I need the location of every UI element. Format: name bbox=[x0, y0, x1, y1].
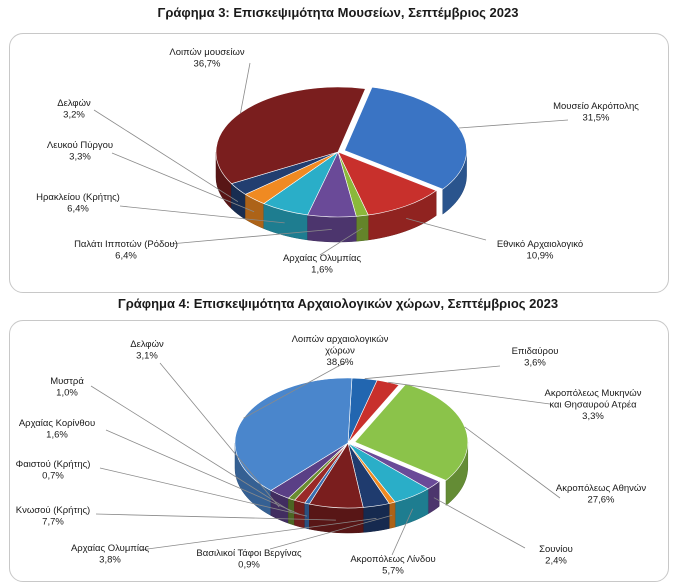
pie2-label-10: Μυστρά 1,0% bbox=[50, 376, 84, 399]
pie2-label-9: Αρχαίας Κορίνθου 1,6% bbox=[19, 418, 95, 441]
pie2-label-12: Λοιπών αρχαιολογικών χώρων 38,6% bbox=[292, 334, 389, 368]
pie1-label-1: Εθνικό Αρχαιολογικό 10,9% bbox=[497, 239, 583, 262]
pie2-label-11: Δελφών 3,1% bbox=[130, 339, 164, 362]
pie1-leader-line-3 bbox=[169, 229, 332, 245]
pie2-leader-line-2 bbox=[464, 426, 561, 499]
pie1-leader-line-1 bbox=[406, 218, 487, 241]
pie2-leader-line-0 bbox=[364, 365, 501, 380]
pie1-slice-7 bbox=[215, 86, 366, 184]
pie2-leader-line-10 bbox=[90, 385, 292, 513]
pie2-label-1: Ακροπόλεως Μυκηνών και Θησαυρού Ατρέα 3,3% bbox=[545, 388, 642, 422]
pie-chart-1: Μουσείο Ακρόπολης 31,5% Εθνικό Αρχαιολογικ… bbox=[36, 47, 639, 276]
pie1-label-0: Μουσείο Ακρόπολης 31,5% bbox=[553, 101, 639, 124]
pie1-leader-line-0 bbox=[458, 119, 569, 129]
chart1-title: Γράφημα 3: Επισκεψιμότητα Μουσείων, Σεπτ… bbox=[157, 5, 519, 20]
pie1-label-6: Δελφών 3,2% bbox=[57, 98, 91, 121]
chart2-title: Γράφημα 4: Επισκεψιμότητα Αρχαιολογικών … bbox=[117, 296, 559, 311]
pie1-label-7: Λοιπών μουσείων 36,7% bbox=[169, 47, 245, 70]
pie1-leader-line-5 bbox=[111, 152, 255, 213]
pie2-label-5: Βασιλικοί Τάφοι Βεργίνας 0,9% bbox=[196, 548, 302, 571]
pie2-leader-line-1 bbox=[388, 381, 551, 405]
pie1-leader-line-4 bbox=[119, 205, 285, 224]
pie-chart-2: Επιδαύρου 3,6% Ακροπόλεως Μυκηνών και Θησαυ… bbox=[16, 334, 647, 577]
pie2-label-6: Αρχαίας Ολυμπίας 3,8% bbox=[71, 543, 150, 566]
pie2-slice-side-7 bbox=[309, 503, 364, 534]
pie2-leader-line-5 bbox=[269, 514, 393, 550]
pie2-leader-line-9 bbox=[105, 429, 300, 515]
pie1-label-3: Παλάτι Ιπποτών (Ρόδου) 6,4% bbox=[74, 239, 178, 262]
pie1-label-5: Λευκού Πύργου 3,3% bbox=[47, 140, 113, 163]
pie2-label-2: Ακροπόλεως Αθηνών 27,6% bbox=[556, 483, 646, 506]
pie1-slice-side-3 bbox=[307, 214, 357, 243]
pie2-leader-line-12 bbox=[243, 361, 347, 419]
pie2-label-7: Κνωσού (Κρήτης) 7,7% bbox=[16, 505, 90, 528]
pie2-leader-line-3 bbox=[433, 497, 526, 549]
pie1-label-4: Ηρακλείου (Κρήτης) 6,4% bbox=[36, 192, 120, 215]
pie2-leader-line-11 bbox=[159, 362, 280, 508]
pie2-label-8: Φαιστού (Κρήτης) 0,7% bbox=[16, 459, 91, 482]
pie1-leader-line-7 bbox=[240, 62, 251, 113]
pie2-leader-line-4 bbox=[391, 508, 414, 556]
pie2-label-4: Ακροπόλεως Λίνδου 5,7% bbox=[350, 554, 435, 577]
pie1-leader-line-6 bbox=[93, 109, 239, 203]
pie1-label-2: Αρχαίας Ολυμπίας 1,6% bbox=[283, 253, 362, 276]
pie2-slice-side-6 bbox=[362, 503, 390, 533]
pie1-slice-0 bbox=[344, 86, 467, 190]
pie1-leader-line-2 bbox=[319, 227, 363, 256]
pie1-slice-1 bbox=[337, 151, 437, 216]
pie2-leader-line-6 bbox=[139, 518, 377, 551]
pie2-slice-2 bbox=[354, 383, 469, 481]
pie1-slice-side-2 bbox=[355, 214, 369, 242]
pie2-label-3: Σουνίου 2,4% bbox=[539, 544, 573, 567]
pie2-label-0: Επιδαύρου 3,6% bbox=[512, 346, 559, 369]
pie2-leader-line-7 bbox=[95, 513, 336, 521]
pie2-leader-line-8 bbox=[99, 467, 308, 517]
